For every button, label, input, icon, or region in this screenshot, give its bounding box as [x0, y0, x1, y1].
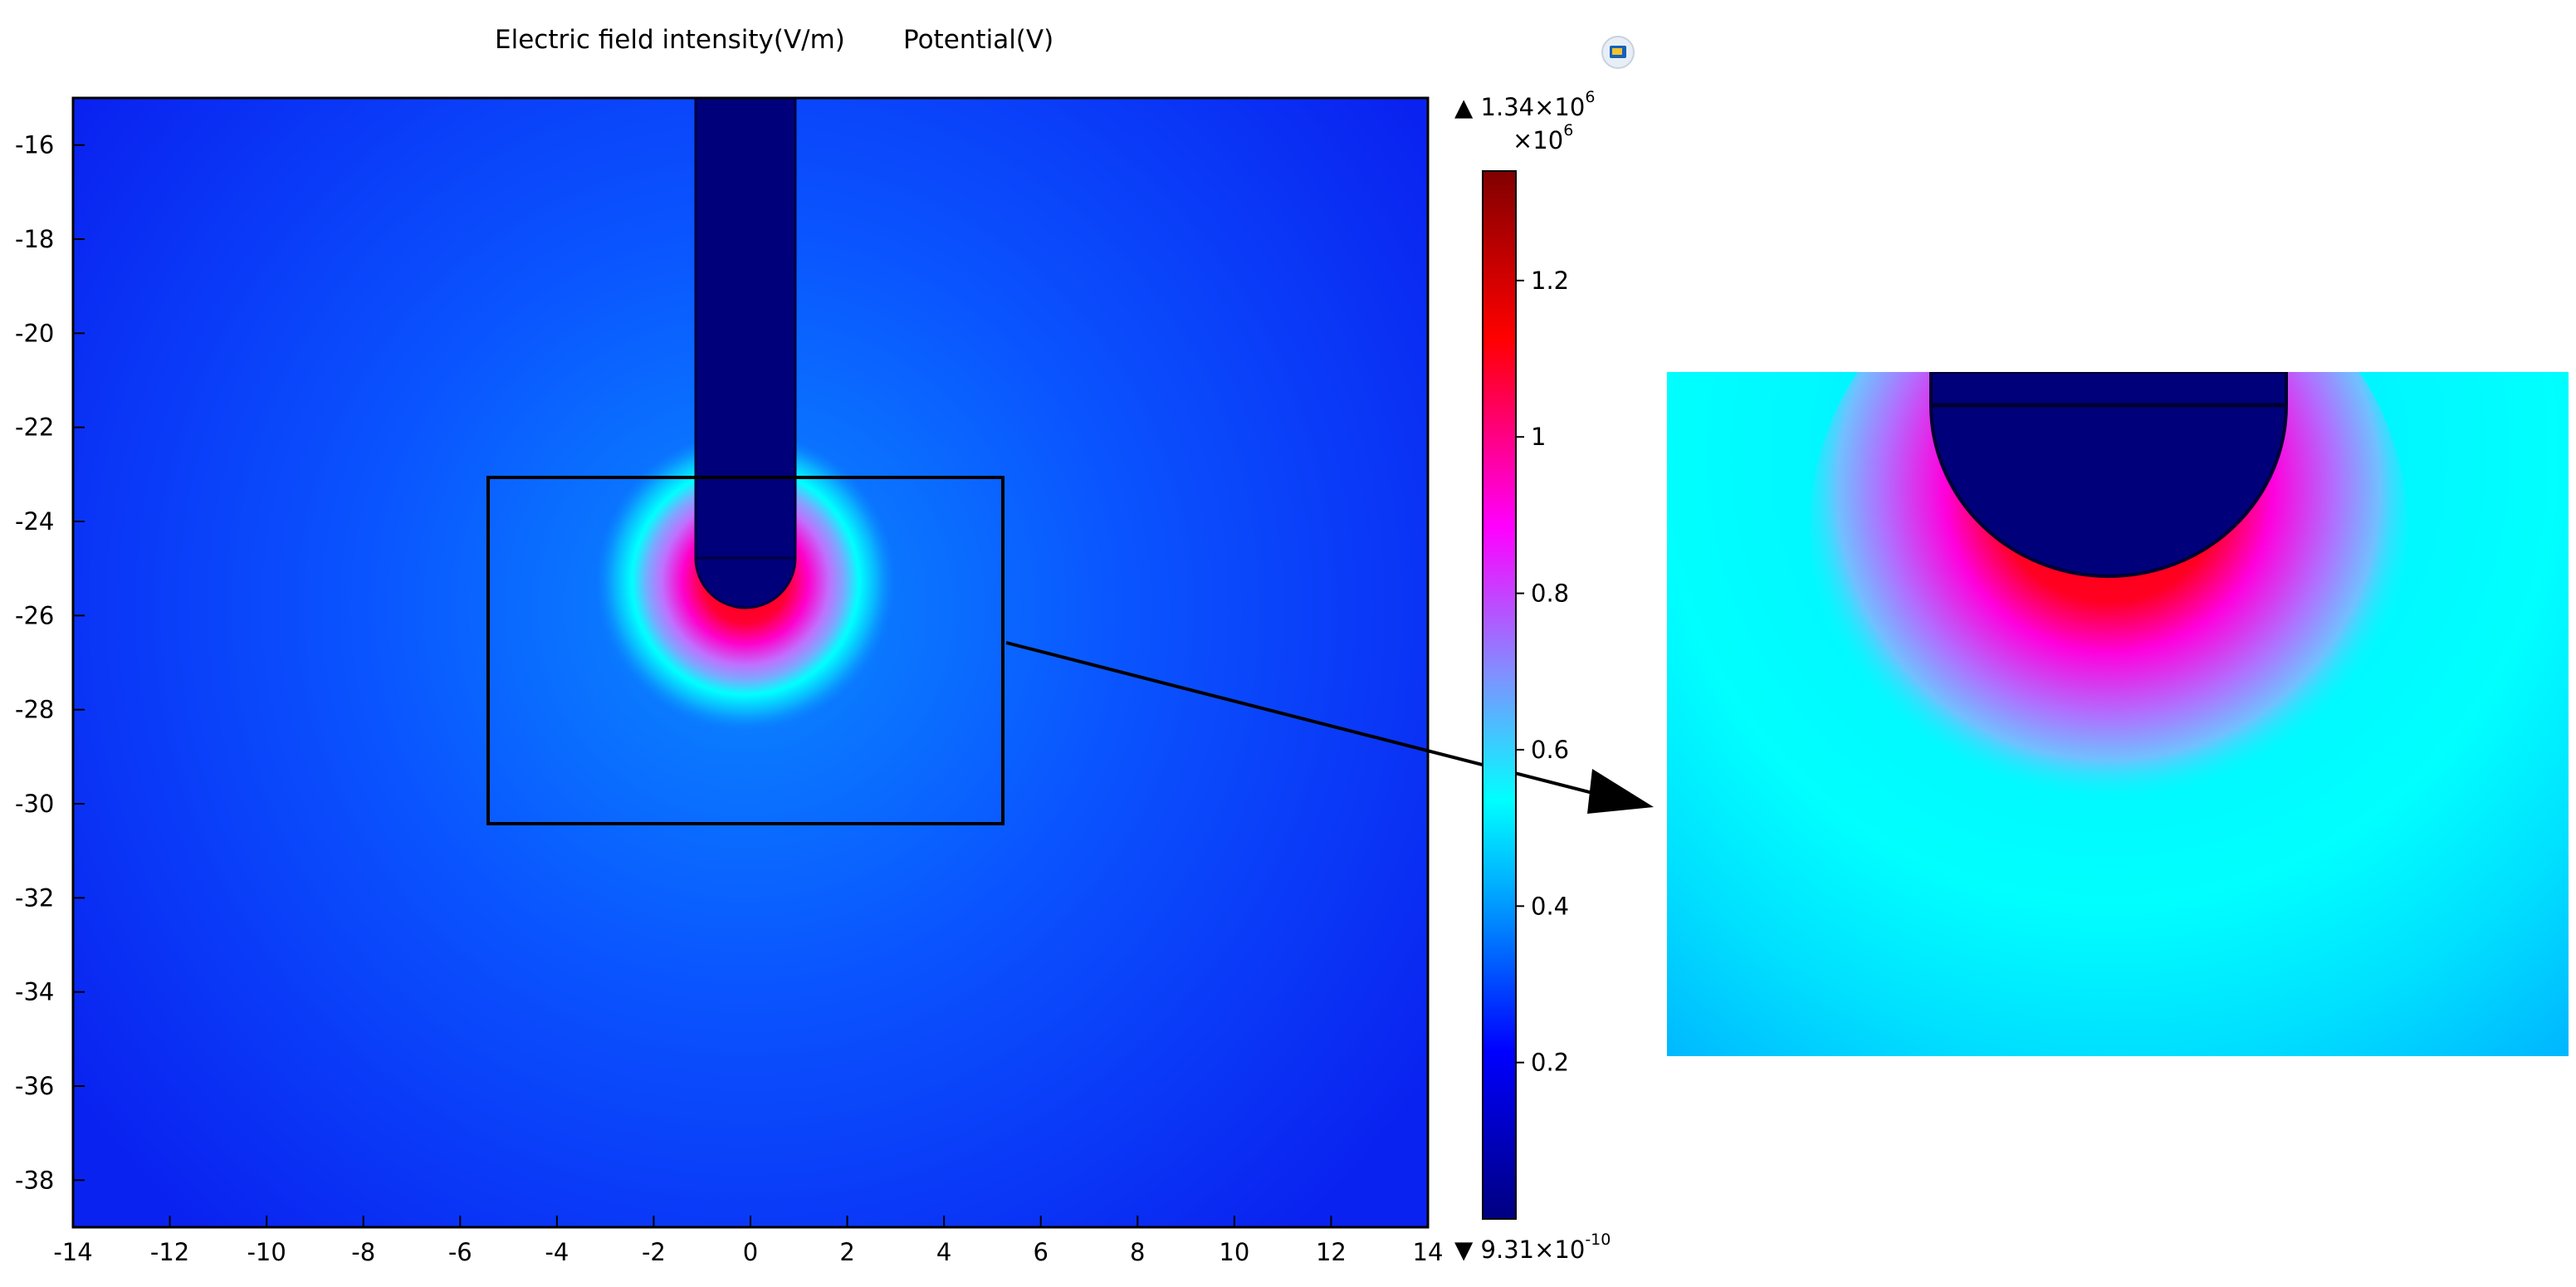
x-tick-label: 0 [743, 1238, 758, 1266]
x-tick-label: 12 [1316, 1238, 1347, 1266]
x-tick-label: 6 [1033, 1238, 1048, 1266]
colorbar-tick-label: 1.2 [1531, 267, 1569, 295]
y-tick-label: -24 [15, 507, 54, 536]
x-tick-label: -12 [150, 1238, 189, 1266]
colorbar-max-exponent: 6 [1585, 88, 1596, 106]
zoom-arrow-head [1587, 769, 1654, 814]
plot-area [71, 96, 1430, 1229]
colorbar-tick-label: 0.4 [1531, 892, 1569, 920]
colorbar-max-label: ▲ 1.34×106 [1454, 88, 1595, 121]
y-tick-label: -38 [15, 1166, 54, 1194]
zoom-inset [1667, 372, 2569, 1056]
x-tick-label: 14 [1413, 1238, 1444, 1266]
colorbar-multiplier: ×106 [1513, 121, 1573, 154]
plot-title-potential: Potential(V) [903, 25, 1054, 55]
colorbar-tick-label: 1 [1531, 423, 1546, 451]
x-tick-label: 10 [1219, 1238, 1249, 1266]
x-tick-label: -10 [247, 1238, 286, 1266]
min-marker-icon: ▼ [1454, 1236, 1474, 1264]
max-marker-icon: ▲ [1454, 93, 1474, 121]
y-tick-label: -34 [15, 978, 54, 1006]
x-tick-label: 2 [839, 1238, 854, 1266]
x-tick-label: -14 [53, 1238, 92, 1266]
field-plot: -14 -12 -10 -8 -6 -4 -2 0 2 4 6 8 10 12 14 -16-18-20-2… [15, 96, 1654, 1266]
y-tick-label: -28 [15, 696, 54, 724]
y-tick-label: -32 [15, 883, 54, 912]
zoom-box [486, 476, 1004, 825]
colorbar-multiplier-value: ×10 [1513, 126, 1564, 154]
x-tick-label: -2 [642, 1238, 666, 1266]
colorbar: 1.2 1 0.8 0.6 0.4 0.2 [1482, 170, 1569, 1220]
colorbar-ramp [1482, 170, 1517, 1220]
x-tick-label: -6 [448, 1238, 472, 1266]
y-tick-label: -16 [15, 131, 54, 159]
y-tick-label: -22 [15, 414, 54, 442]
electrode [694, 96, 797, 609]
colorbar-min-label: ▼ 9.31×10-10 [1454, 1231, 1611, 1264]
y-tick-label: -20 [15, 319, 54, 347]
x-tick-label: 8 [1130, 1238, 1145, 1266]
colorbar-multiplier-exponent: 6 [1563, 121, 1574, 139]
colorbar-min-exponent: -10 [1585, 1231, 1611, 1249]
y-tick-label: -18 [15, 225, 54, 253]
y-tick-label: -26 [15, 601, 54, 629]
zoom-electrode-tip [1929, 372, 2288, 578]
x-tick-label: -8 [351, 1238, 375, 1266]
colorbar-tick-label: 0.6 [1531, 736, 1569, 764]
x-tick-label: 4 [936, 1238, 951, 1266]
y-tick-label: -36 [15, 1072, 54, 1100]
scene-light-icon[interactable] [1601, 35, 1635, 70]
colorbar-max-value: 1.34×10 [1480, 93, 1586, 121]
colorbar-tick-label: 0.8 [1531, 580, 1569, 608]
plot-title-field: Electric field intensity(V/m) [495, 25, 845, 55]
x-tick-label: -4 [545, 1238, 569, 1266]
x-axis: -14 -12 -10 -8 -6 -4 -2 0 2 4 6 8 10 12 14 [53, 1216, 1443, 1266]
colorbar-min-value: 9.31×10 [1480, 1236, 1586, 1264]
y-tick-label: -30 [15, 790, 54, 818]
colorbar-tick-label: 0.2 [1531, 1049, 1569, 1077]
y-axis: -16 -18 -20 -22 -24 -26 -28 -30 -32 -34 -36 -38 [15, 131, 85, 1194]
colorbar-ticks: 1.2 1 0.8 0.6 0.4 0.2 [1516, 267, 1569, 1077]
